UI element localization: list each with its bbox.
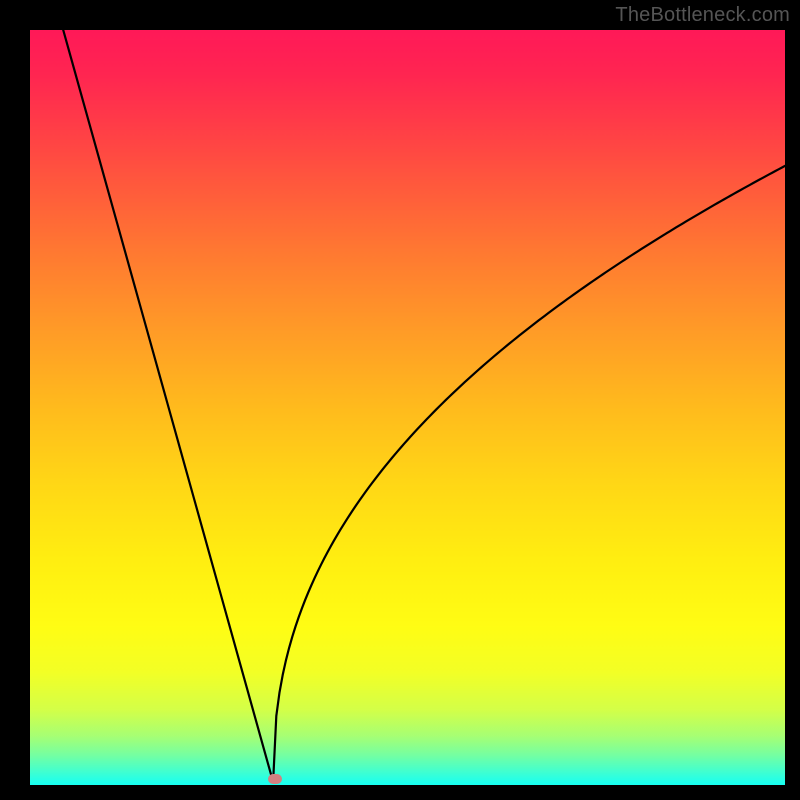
- plot-area: [30, 30, 785, 785]
- chart-container: TheBottleneck.com: [0, 0, 800, 800]
- watermark-text: TheBottleneck.com: [615, 4, 790, 27]
- bottleneck-curve: [63, 30, 785, 782]
- curve-svg: [30, 30, 785, 785]
- min-marker: [268, 774, 282, 784]
